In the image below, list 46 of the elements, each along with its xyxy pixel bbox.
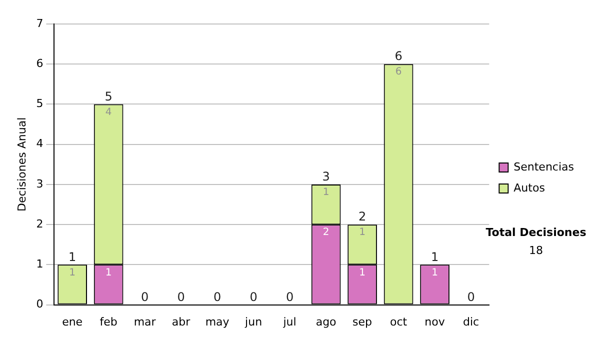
total-label: 1 [68,250,76,264]
y-tick-label: 4 [36,137,44,150]
text: 18 [529,244,543,257]
x-tick-label: sep [352,315,372,328]
annotation: Total Decisiones [486,226,587,239]
data-label: 2 [322,227,330,238]
total-label: 0 [177,290,185,304]
total-label: 0 [213,290,222,304]
data-label: 1 [359,267,366,278]
y-tick-label: 1 [36,258,44,271]
total-label: 2 [358,210,366,224]
y-tick-label: 0 [36,298,44,311]
total-label: 0 [140,290,149,304]
x-tick-label: dic [462,315,480,328]
legend-label: Autos [514,181,546,194]
x-tick-label: may [205,315,230,328]
total-label: 0 [286,290,294,304]
total-label: 6 [394,49,402,64]
data-label: 4 [105,106,112,118]
data-label: 1 [359,227,366,238]
data-label: 1 [69,267,76,278]
x-tick-label: mar [134,315,156,328]
x-tick-label: feb [100,315,118,328]
total-label: 3 [322,170,330,184]
total-label: 0 [467,290,475,304]
y-tick-label: 5 [36,97,44,110]
total-label: 5 [104,89,112,104]
total-label: 1 [430,250,439,264]
data-label: 6 [395,66,402,78]
legend-label: Sentencias [514,160,574,174]
y-tick-label: 2 [36,217,44,230]
data-label: 1 [322,187,330,198]
x-tick-label: ago [316,315,337,328]
y-tick-label: 7 [36,16,44,30]
data-label: 1 [432,267,438,278]
x-tick-label: ene [62,315,83,328]
x-tick-label: jul [282,315,296,328]
x-tick-label: jun [244,315,262,328]
x-tick-label: oct [390,315,408,328]
y-tick-label: 6 [36,56,44,70]
x-tick-label: abr [172,315,191,328]
y-axis-title: Decisiones Anual [15,117,28,212]
total-label: 0 [250,290,258,304]
x-tick-label: nov [424,315,446,328]
y-tick-label: 3 [36,177,44,190]
data-label: 1 [105,267,112,278]
